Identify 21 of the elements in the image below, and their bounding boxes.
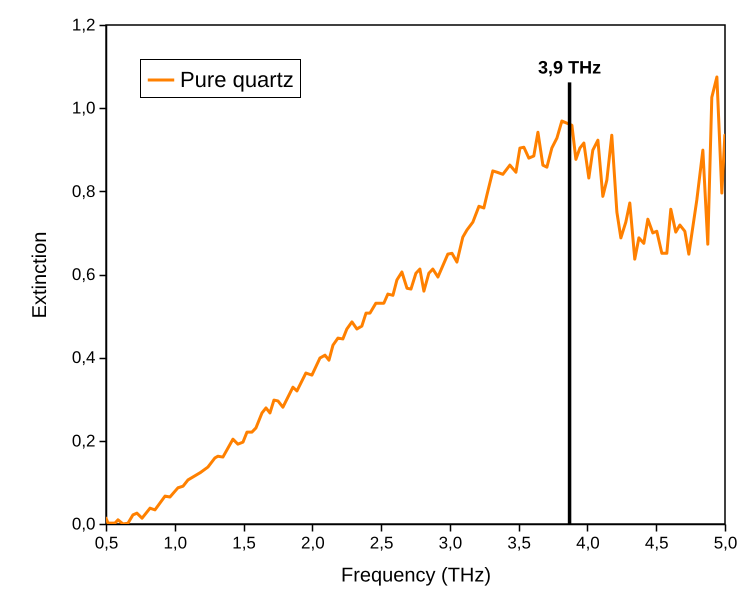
y-tick-label: 1,0: [72, 98, 96, 118]
x-tick-label: 2,0: [301, 534, 325, 552]
y-tick-label: 0,8: [72, 182, 96, 201]
y-tick-label: 1,2: [72, 16, 96, 34]
x-tick-label: 0,5: [94, 534, 118, 552]
x-tick-label: 4,0: [576, 534, 600, 552]
x-tick-label: 3,0: [438, 534, 462, 552]
x-tick-label: 1,0: [163, 534, 188, 552]
ref-line-label: 3,9 THz: [538, 57, 602, 78]
y-tick-label: 0,6: [72, 265, 96, 284]
y-tick-label: 0,2: [72, 431, 96, 450]
x-tick-label: 3,5: [507, 534, 531, 552]
y-tick-label: 0,4: [72, 348, 96, 368]
x-axis-title: Frequency (THz): [340, 564, 492, 586]
x-tick-label: 4,5: [644, 534, 669, 552]
x-tick-label: 1,5: [232, 534, 256, 552]
x-tick-label: 2,5: [370, 534, 394, 552]
legend-label: Pure quartz: [180, 67, 294, 92]
y-tick-label: 0,0: [72, 514, 96, 534]
y-axis-title: Extinction: [28, 232, 51, 318]
x-tick-label: 5,0: [714, 534, 738, 552]
